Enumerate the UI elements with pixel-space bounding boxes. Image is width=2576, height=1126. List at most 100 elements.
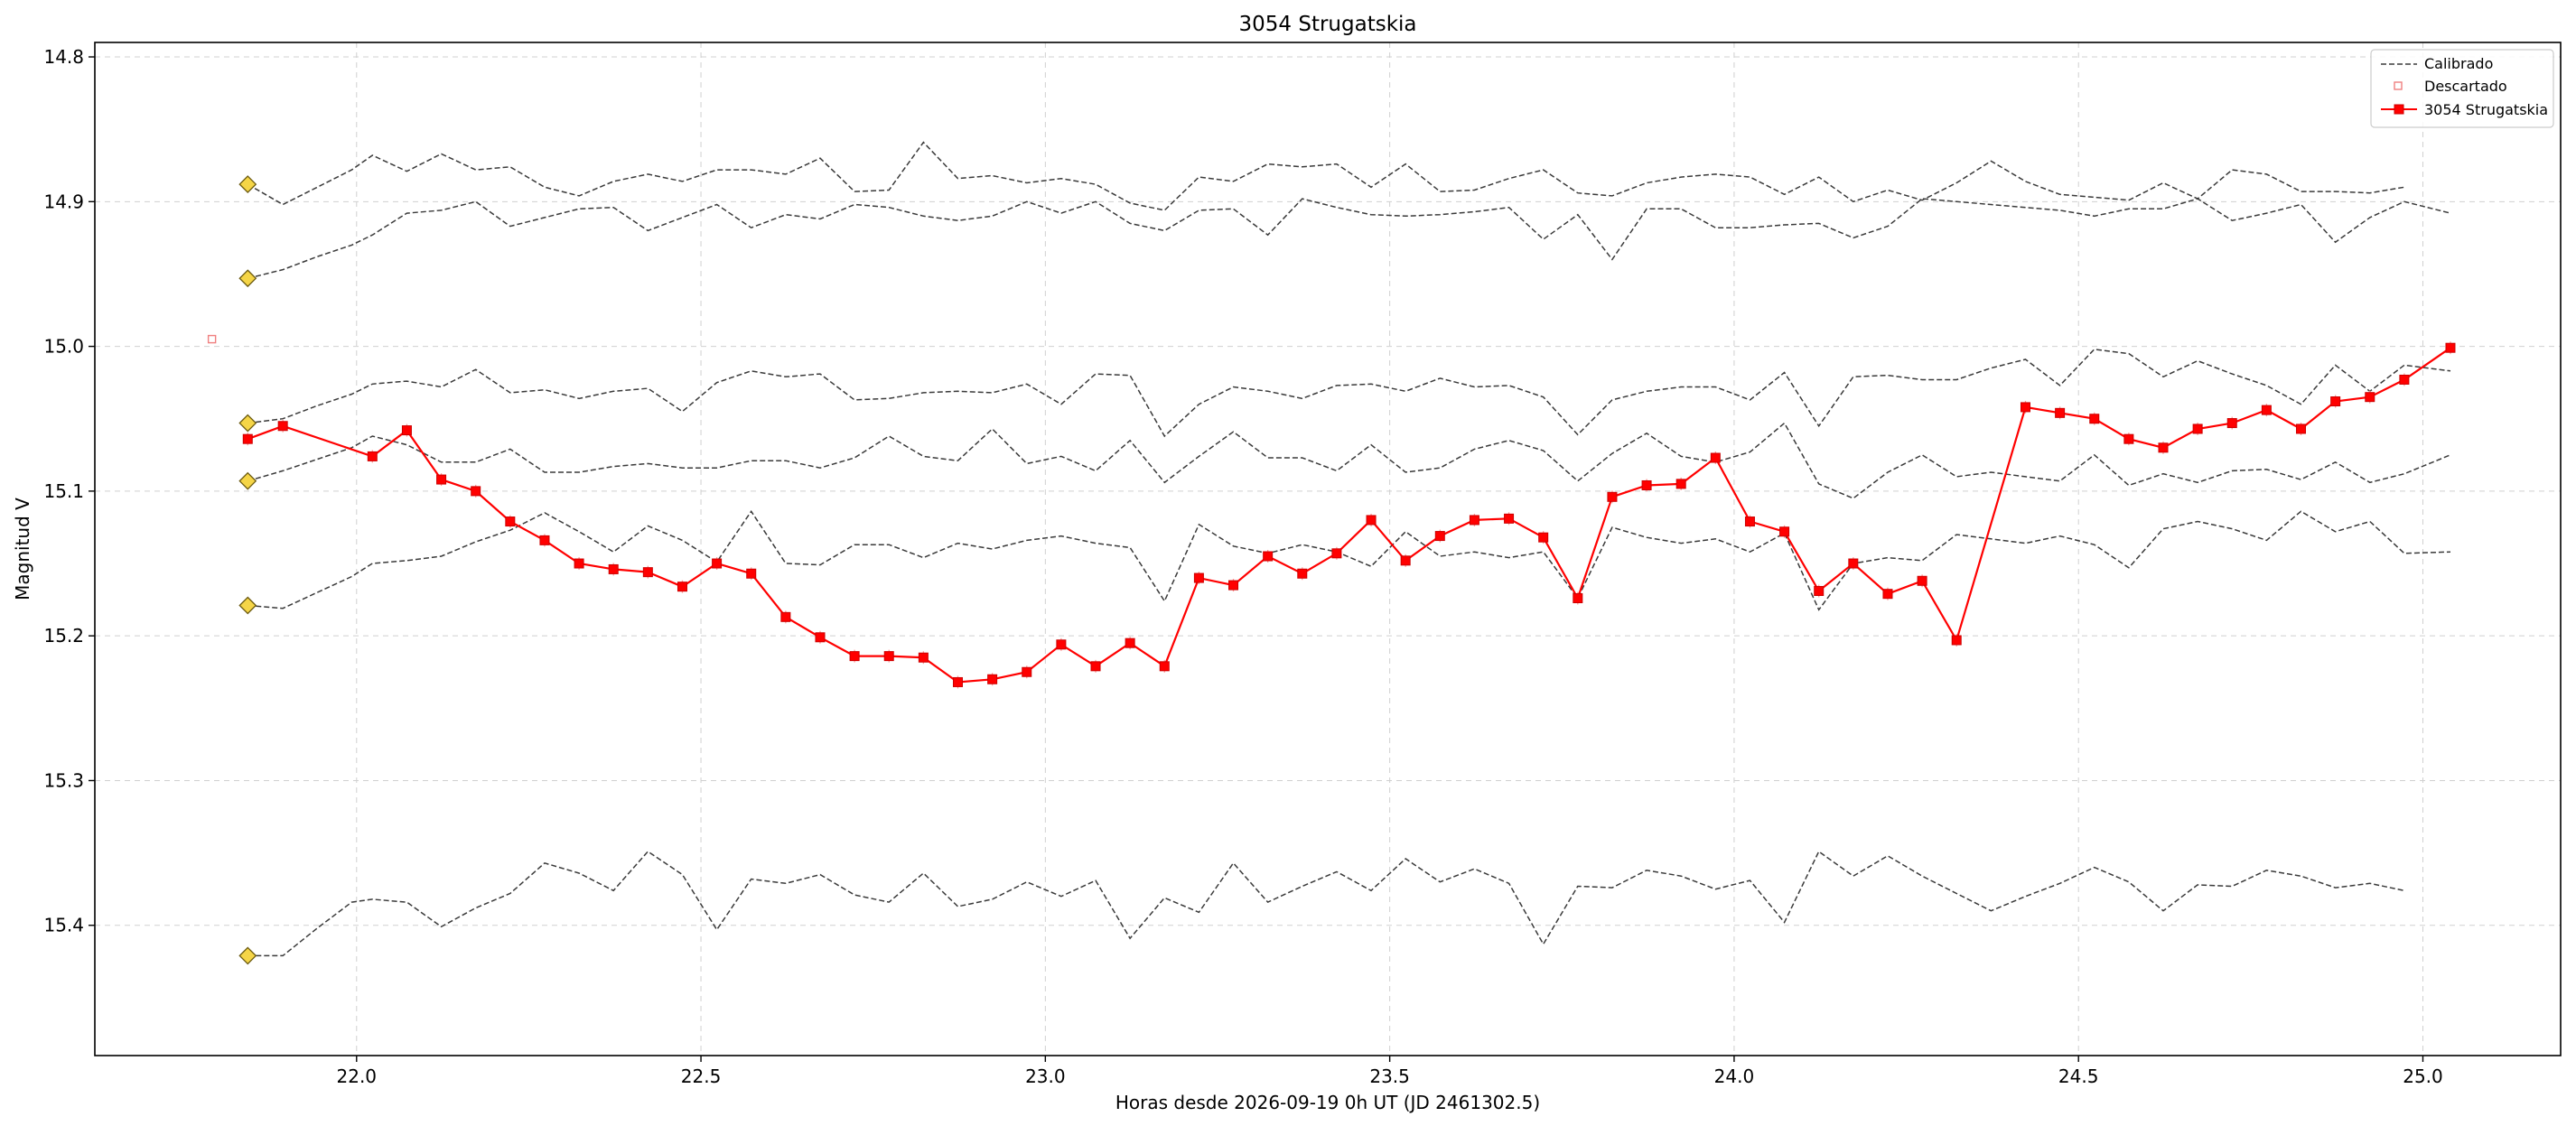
- legend-target-marker: [2394, 104, 2404, 115]
- target-point: [2296, 423, 2307, 434]
- legend-descartado-label: Descartado: [2424, 78, 2507, 95]
- x-tick-label: 22.5: [681, 1066, 722, 1087]
- y-tick-label: 15.1: [43, 480, 84, 502]
- target-point: [1228, 580, 1239, 591]
- target-point: [539, 535, 550, 545]
- target-point: [1675, 479, 1686, 489]
- target-point: [436, 474, 447, 485]
- target-point: [1434, 531, 1445, 542]
- target-point: [780, 611, 791, 622]
- target-series-line: [247, 347, 2451, 684]
- x-tick-label: 23.5: [1369, 1066, 1410, 1087]
- target-point: [1400, 555, 1411, 566]
- target-point: [2445, 342, 2456, 353]
- target-point: [401, 425, 412, 436]
- target-point: [2261, 405, 2272, 415]
- target-point: [1469, 515, 1479, 526]
- legend-box: [2370, 49, 2554, 128]
- target-point: [242, 433, 253, 444]
- target-point: [1159, 661, 1170, 672]
- plot-frame: [94, 42, 2562, 1056]
- calibrated-series-line: [247, 141, 2405, 211]
- discarded-points: [207, 334, 217, 344]
- comparison-star-marker: [238, 946, 257, 965]
- chart-title: 3054 Strugatskia: [1239, 13, 1417, 36]
- target-point: [815, 632, 826, 643]
- target-point: [2330, 396, 2341, 407]
- target-point: [712, 558, 723, 569]
- target-point: [277, 421, 288, 432]
- x-tick-label: 22.0: [337, 1066, 378, 1087]
- target-point: [1951, 635, 1962, 646]
- target-point: [2089, 414, 2100, 424]
- comparison-star-marker: [238, 596, 257, 615]
- comparison-star-marker: [238, 269, 257, 288]
- target-point: [642, 567, 653, 578]
- target-point: [1125, 637, 1135, 648]
- target-point: [1710, 452, 1721, 463]
- target-point: [1193, 572, 1204, 583]
- target-point: [1573, 592, 1583, 603]
- legend-calibrado-label: Calibrado: [2424, 55, 2493, 72]
- target-series-group: [242, 341, 2456, 689]
- target-point: [2158, 442, 2169, 453]
- target-point: [1917, 575, 1927, 586]
- target-point: [2192, 423, 2203, 434]
- calibrated-series-line: [247, 850, 2405, 957]
- target-point: [2020, 402, 2030, 413]
- target-point: [2055, 407, 2066, 418]
- y-tick-label: 15.4: [43, 915, 84, 936]
- x-axis-ticks: 22.0 22.5 23.0 23.5 24.0 24.5 25.0: [337, 1056, 2443, 1087]
- target-point: [1090, 661, 1101, 672]
- target-point: [746, 568, 757, 579]
- y-tick-label: 15.3: [43, 769, 84, 791]
- target-point: [2123, 433, 2134, 444]
- target-point: [2226, 418, 2237, 429]
- y-tick-label: 15.0: [43, 336, 84, 358]
- target-point: [505, 516, 516, 527]
- target-point: [1779, 526, 1790, 537]
- x-tick-label: 24.0: [1714, 1066, 1755, 1087]
- target-point: [883, 651, 894, 662]
- target-point: [574, 558, 584, 569]
- target-point: [1848, 558, 1859, 569]
- target-point: [1504, 513, 1515, 524]
- target-point: [1297, 568, 1308, 579]
- calibrated-series-line: [247, 349, 2451, 438]
- comparison-star-marker: [238, 175, 257, 193]
- calibrated-series-line: [247, 422, 2451, 499]
- target-point: [918, 652, 929, 663]
- target-point: [1263, 551, 1274, 562]
- target-point: [849, 651, 860, 662]
- target-point: [987, 674, 998, 684]
- legend-target-label: 3054 Strugatskia: [2424, 101, 2548, 118]
- target-point: [1607, 491, 1618, 502]
- x-tick-label: 23.0: [1025, 1066, 1066, 1087]
- y-tick-label: 15.2: [43, 625, 84, 647]
- x-axis-label: Horas desde 2026-09-19 0h UT (JD 2461302…: [1115, 1092, 1540, 1113]
- y-axis-label: Magnitud V: [12, 498, 33, 600]
- target-point: [1641, 479, 1652, 490]
- y-axis-ticks: 14.8 14.9 15.0 15.1 15.2 15.3 15.4: [43, 46, 95, 936]
- legend: Calibrado Descartado 3054 Strugatskia: [2370, 49, 2554, 128]
- calibrated-series-line: [247, 198, 2451, 280]
- target-point: [1366, 515, 1377, 526]
- target-point: [1331, 548, 1342, 559]
- grid: [95, 42, 2561, 1056]
- comparison-markers: [238, 175, 257, 965]
- y-tick-label: 14.8: [43, 46, 84, 68]
- target-point: [953, 676, 963, 687]
- target-point: [471, 486, 481, 497]
- x-tick-label: 25.0: [2403, 1066, 2443, 1087]
- target-point: [1882, 589, 1893, 600]
- target-point: [608, 563, 619, 574]
- discarded-point: [207, 334, 217, 344]
- y-tick-label: 14.9: [43, 191, 84, 212]
- target-point: [677, 582, 687, 592]
- target-point: [1538, 532, 1549, 543]
- comparison-star-marker: [238, 471, 257, 490]
- calibrated-series-group: [247, 141, 2451, 957]
- target-point: [1744, 516, 1755, 527]
